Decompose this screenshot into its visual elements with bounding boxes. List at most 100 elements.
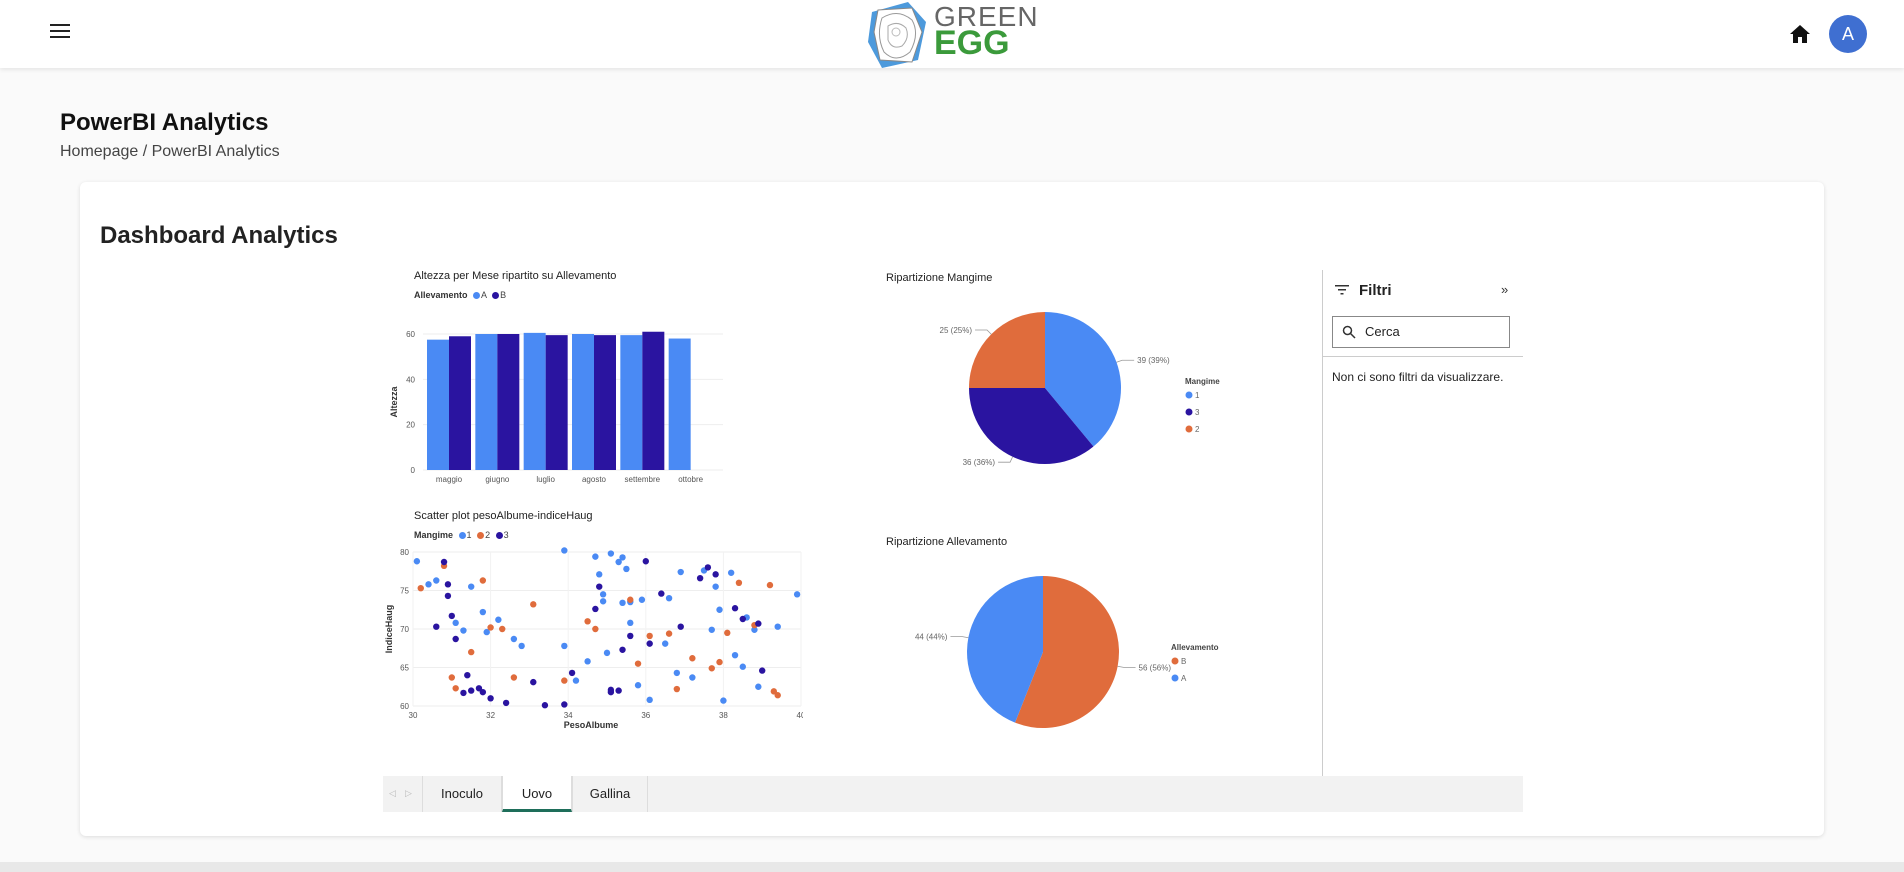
scatter-point-1	[592, 553, 599, 560]
green-egg-logo-icon[interactable]	[860, 0, 1020, 68]
scatter-point-1	[460, 627, 467, 634]
pie-slice-A	[967, 576, 1043, 723]
scatter-legend-1: 1	[466, 530, 472, 540]
top-app-bar: GREEN EGG A	[0, 0, 1904, 68]
scatter-point-2	[689, 655, 696, 662]
scatter-chart[interactable]: 60 65 70 75 80 30 32 34 36 38 40 PesoAlbume IndiceHa…	[383, 544, 803, 734]
legend-dot-b	[492, 292, 500, 300]
filters-empty-message: Non ci sono filtri da visualizzare.	[1332, 370, 1504, 384]
collapse-filters-chevron-icon[interactable]: »	[1501, 282, 1509, 297]
scatter-point-3	[712, 571, 719, 578]
tab-inoculo[interactable]: Inoculo	[422, 776, 502, 812]
filter-icon	[1335, 285, 1349, 295]
scatter-point-1	[689, 674, 696, 681]
pie-leader-line	[1117, 665, 1136, 668]
pie-data-label: 56 (56%)	[1139, 663, 1172, 672]
scatter-point-1	[584, 658, 591, 665]
scatter-point-2	[634, 660, 642, 667]
filters-search-input[interactable]	[1363, 323, 1507, 340]
scatter-point-3	[619, 646, 626, 653]
scatter-point-1	[716, 606, 723, 613]
scatter-xtick-label: 38	[719, 711, 728, 720]
scatter-point-3	[759, 667, 766, 674]
bar-xtick-label: maggio	[436, 475, 463, 484]
scatter-point-2	[724, 629, 731, 637]
pie-slice-3	[969, 388, 1094, 464]
bar-chart-legend: Allevamento A B	[414, 290, 506, 300]
pie-allevamento-chart[interactable]: 56 (56%) 44 (44%) Allevamento BA	[903, 556, 1263, 736]
scatter-point-2	[665, 630, 673, 637]
home-icon[interactable]	[1788, 22, 1812, 46]
bar-xtick-label: luglio	[536, 475, 555, 484]
scatter-point-3	[607, 686, 615, 694]
scatter-point-3	[561, 701, 568, 708]
menu-icon[interactable]	[50, 24, 70, 40]
scatter-point-3	[452, 635, 459, 643]
scatter-point-3	[592, 605, 599, 613]
bar-ytick-label: 0	[411, 466, 416, 475]
legend-dot-1	[458, 532, 466, 540]
scatter-legend-title: Mangime	[414, 530, 454, 540]
tab-next-icon[interactable]: ▷	[405, 788, 412, 798]
scatter-point-1	[518, 642, 525, 650]
filters-search-box[interactable]	[1332, 316, 1510, 348]
bar-luglio-B	[545, 335, 568, 470]
search-icon	[1342, 325, 1356, 339]
scatter-point-3	[475, 685, 483, 692]
logo-wordmark: GREEN EGG	[934, 1, 1039, 61]
scatter-point-1	[755, 683, 762, 690]
scatter-point-3	[433, 623, 440, 630]
scatter-point-3	[464, 672, 471, 679]
filters-pane: Filtri » Non ci sono filtri da visualizz…	[1322, 270, 1523, 776]
scatter-point-1	[662, 640, 669, 647]
pie-legend-dot-B	[1171, 657, 1179, 665]
scatter-point-1	[603, 649, 611, 657]
pie-legend-label: 2	[1195, 425, 1200, 434]
bar-xtick-label: ottobre	[678, 475, 703, 484]
scatter-point-3	[448, 612, 455, 620]
pie-legend-dot-3	[1185, 408, 1193, 416]
pie-mangime-chart[interactable]: 39 (39%) 36 (36%) 25 (25%) Mangime 1 3 2	[923, 288, 1263, 468]
legend-dot-2	[477, 532, 485, 540]
scatter-x-axis-title: PesoAlbume	[564, 720, 619, 730]
scatter-xtick-label: 40	[797, 711, 803, 720]
scatter-point-1	[627, 619, 634, 627]
tab-prev-icon[interactable]: ◁	[389, 788, 396, 798]
breadcrumb[interactable]: Homepage / PowerBI Analytics	[60, 143, 280, 160]
scatter-point-1	[413, 558, 421, 565]
bar-y-axis-title: Altezza	[389, 386, 399, 418]
scatter-point-1	[623, 565, 630, 573]
filters-divider	[1323, 356, 1523, 357]
tab-gallina[interactable]: Gallina	[572, 776, 648, 812]
pie-leader-line	[975, 329, 992, 335]
scatter-point-3	[646, 640, 653, 647]
scatter-point-1	[561, 547, 568, 554]
bar-settembre-A	[620, 335, 643, 470]
scatter-point-3	[615, 687, 622, 694]
tab-uovo[interactable]: Uovo	[502, 776, 572, 812]
bar-chart[interactable]: 0 20 40 60 maggio giugno luglio agosto settembre…	[383, 304, 803, 484]
user-avatar[interactable]: A	[1829, 15, 1867, 53]
scatter-point-2	[499, 625, 506, 633]
pie-leader-line	[950, 636, 969, 639]
scatter-point-2	[510, 674, 518, 681]
scatter-point-1	[774, 623, 781, 630]
legend-dot-a	[473, 292, 481, 300]
scatter-point-1	[634, 682, 642, 689]
scatter-point-3	[440, 558, 448, 566]
scatter-point-1	[646, 696, 653, 704]
scatter-point-3	[444, 592, 452, 600]
scatter-point-1	[479, 608, 487, 616]
pie-legend-dot-A	[1171, 674, 1179, 682]
scatter-point-1	[607, 550, 615, 557]
pie-data-label: 44 (44%)	[915, 633, 948, 642]
pie-allevamento-title: Ripartizione Allevamento	[886, 536, 1008, 548]
bar-xtick-label: settembre	[625, 475, 661, 484]
scatter-point-1	[615, 558, 622, 566]
scatter-point-3	[731, 605, 739, 612]
dashboard-title: Dashboard Analytics	[100, 222, 338, 249]
logo-wordmark-top: GREEN	[934, 1, 1039, 32]
scatter-point-3	[627, 632, 634, 640]
scatter-point-3	[596, 583, 603, 590]
scatter-point-2	[673, 685, 681, 693]
